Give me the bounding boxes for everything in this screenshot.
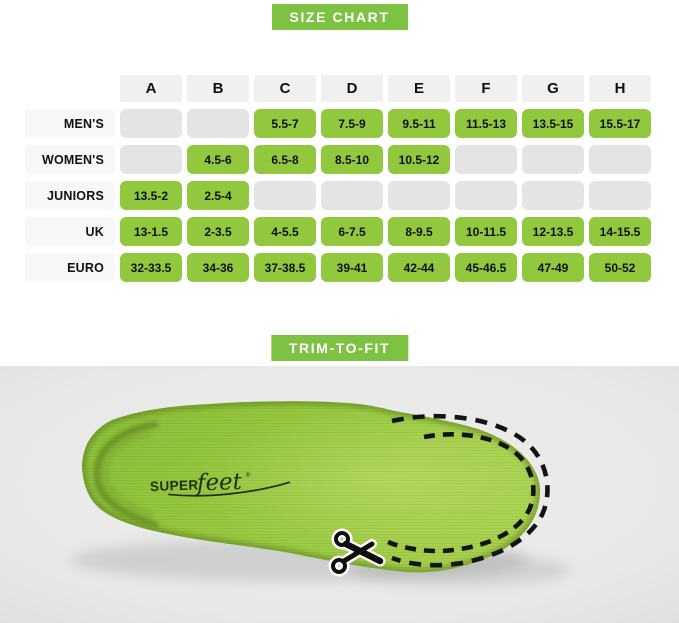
size-cell [120, 145, 182, 174]
size-cell [455, 181, 517, 210]
trim-to-fit-badge: TRIM-TO-FIT [270, 335, 409, 361]
size-cell: 8.5-10 [321, 145, 383, 174]
size-cell: 15.5-17 [589, 109, 651, 138]
trim-line-outer [391, 413, 550, 568]
size-cell: 10.5-12 [388, 145, 450, 174]
size-cell [522, 145, 584, 174]
size-cell [254, 181, 316, 210]
scissors-icon [328, 528, 386, 577]
size-cell: 13-1.5 [120, 217, 182, 246]
size-cell: 50-52 [589, 253, 651, 282]
insole-photo: SUPER feet ® [0, 366, 679, 623]
row-label-womens: WOMEN'S [25, 145, 115, 174]
size-cell: 14-15.5 [589, 217, 651, 246]
column-header-h: H [589, 75, 651, 102]
size-cell: 11.5-13 [455, 109, 517, 138]
size-cell: 4-5.5 [254, 217, 316, 246]
size-cell: 13.5-2 [120, 181, 182, 210]
heel-cup-shade [94, 423, 155, 525]
size-cell: 6.5-8 [254, 145, 316, 174]
column-header-b: B [187, 75, 249, 102]
size-cell: 10-11.5 [455, 217, 517, 246]
size-cell: 32-33.5 [120, 253, 182, 282]
size-cell: 42-44 [388, 253, 450, 282]
size-cell: 9.5-11 [388, 109, 450, 138]
row-label-euro: EURO [25, 253, 115, 282]
insole-highlight [82, 401, 541, 573]
size-cell [589, 181, 651, 210]
trim-lines [387, 413, 550, 568]
column-header-e: E [388, 75, 450, 102]
size-cell: 2-3.5 [187, 217, 249, 246]
logo-feet-text: feet [194, 469, 243, 497]
logo-swoosh [168, 481, 291, 497]
size-cell: 5.5-7 [254, 109, 316, 138]
size-cell [120, 109, 182, 138]
size-cell: 6-7.5 [321, 217, 383, 246]
size-cell: 2.5-4 [187, 181, 249, 210]
insole-inner-shadow [82, 401, 541, 573]
trim-line-inner [387, 432, 536, 554]
size-cell: 47-49 [522, 253, 584, 282]
logo-registered-mark: ® [246, 471, 251, 479]
header-spacer [25, 75, 115, 102]
column-header-g: G [522, 75, 584, 102]
row-label-juniors: JUNIORS [25, 181, 115, 210]
superfeet-logo: SUPER feet ® [150, 469, 291, 497]
size-cell [589, 145, 651, 174]
size-cell [187, 109, 249, 138]
size-chart-badge: SIZE CHART [271, 4, 408, 30]
size-chart-table: A B C D E F G H MEN'S 5.5-7 7.5-9 9.5-11… [25, 75, 651, 282]
column-header-c: C [254, 75, 316, 102]
row-label-mens: MEN'S [25, 109, 115, 138]
size-cell: 34-36 [187, 253, 249, 282]
insole-graphic [82, 401, 541, 573]
size-cell: 45-46.5 [455, 253, 517, 282]
column-header-d: D [321, 75, 383, 102]
size-cell: 4.5-6 [187, 145, 249, 174]
size-cell: 37-38.5 [254, 253, 316, 282]
row-label-uk: UK [25, 217, 115, 246]
column-header-f: F [455, 75, 517, 102]
size-cell [321, 181, 383, 210]
size-cell [388, 181, 450, 210]
size-cell: 13.5-15 [522, 109, 584, 138]
size-cell [522, 181, 584, 210]
logo-super-text: SUPER [150, 477, 199, 494]
size-cell: 7.5-9 [321, 109, 383, 138]
size-cell: 39-41 [321, 253, 383, 282]
size-cell [455, 145, 517, 174]
column-header-a: A [120, 75, 182, 102]
size-cell: 12-13.5 [522, 217, 584, 246]
size-cell: 8-9.5 [388, 217, 450, 246]
